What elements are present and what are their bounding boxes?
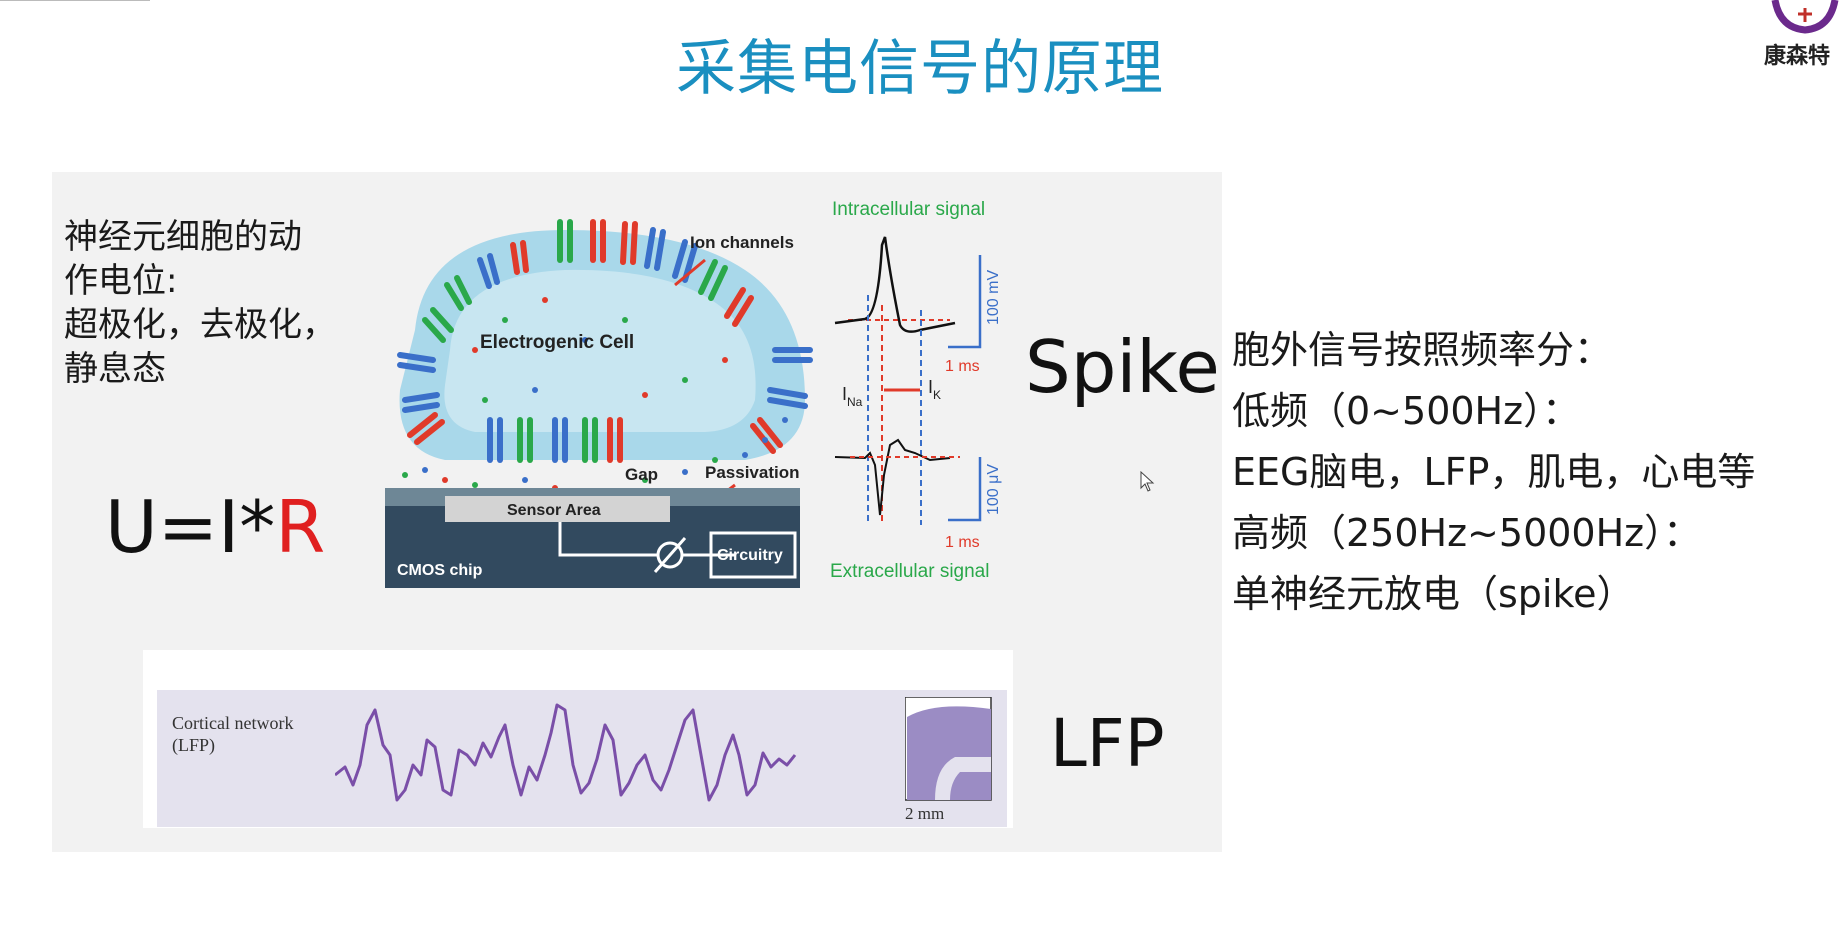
scale-top-time: 1 ms	[945, 358, 980, 375]
ina-label: INa	[842, 384, 863, 409]
text-line: 低频（0~500Hz）：	[1232, 389, 1581, 433]
extracellular-label: Extracellular signal	[830, 561, 989, 582]
ion-channels-sides	[397, 347, 813, 454]
ohms-law-formula: U=I*R	[105, 485, 325, 569]
heart-logo-icon	[1771, 0, 1839, 34]
ik-label: IK	[928, 377, 941, 402]
lfp-caption: Cortical network (LFP)	[172, 712, 293, 756]
scale-label-2mm: 2 mm	[905, 804, 945, 823]
top-edge-line	[0, 0, 150, 1]
scale-bottom-time: 1 ms	[945, 534, 980, 551]
mouse-cursor-icon	[1140, 471, 1155, 492]
circuitry-box	[709, 531, 797, 579]
electrogenic-cell-diagram: Ion channels Electrogenic Cell Gap Passi…	[385, 219, 813, 588]
cell-label: Electrogenic Cell	[480, 332, 634, 353]
ion-channels-bottom	[487, 417, 623, 463]
circuitry-label: Circuitry	[717, 547, 783, 564]
ion-channels-arrow	[674, 258, 706, 287]
spike-label: Spike	[1025, 325, 1220, 409]
lfp-label: LFP	[1050, 705, 1165, 782]
scale-bottom-voltage: 100 μV	[985, 464, 1002, 515]
gap-label: Gap	[625, 465, 658, 484]
text-line: 高频（250Hz~5000Hz）：	[1232, 511, 1702, 555]
slide-title: 采集电信号的原理	[676, 34, 1164, 104]
intracellular-trace	[834, 236, 956, 333]
cmos-label: CMOS chip	[397, 562, 483, 579]
text-line: 神经元细胞的动	[64, 217, 302, 257]
sensor-area-label: Sensor Area	[507, 502, 601, 519]
cortex-tissue	[907, 706, 991, 800]
cortex-image	[905, 697, 992, 801]
formula-main: U=I*	[105, 485, 276, 569]
signal-traces-diagram: Intracellular signal INa IK 100 mV 1 ms …	[830, 199, 1002, 582]
meter-needle	[653, 537, 687, 573]
formula-r: R	[275, 485, 326, 569]
text-line: EEG脑电，LFP，肌电，心电等	[1232, 450, 1756, 494]
lfp-panel-inner	[157, 690, 1007, 827]
scale-bar-bottom	[948, 457, 982, 522]
frequency-classification-text: 胞外信号按照频率分： 低频（0~500Hz）： EEG脑电，LFP，肌电，心电等…	[1232, 320, 1755, 625]
sensor-area	[445, 496, 670, 522]
text-line: 胞外信号按照频率分：	[1232, 328, 1613, 372]
lfp-caption-line: Cortical network	[172, 713, 294, 733]
lfp-waveform	[335, 703, 797, 802]
cell-interior	[444, 269, 756, 432]
scale-top-voltage: 100 mV	[985, 270, 1002, 325]
ion-channels-label: Ion channels	[690, 233, 794, 252]
text-line: 作电位:	[64, 261, 178, 301]
text-line: 单神经元放电（spike）	[1232, 572, 1635, 616]
logo-text: 康森特	[1763, 43, 1830, 69]
extracellular-trace	[834, 438, 951, 516]
passivation-label: Passivation	[705, 463, 800, 482]
cortex-white-matter	[935, 757, 991, 800]
ion-channels-top	[422, 219, 754, 343]
text-line: 超极化，去极化，	[64, 305, 336, 345]
scale-bar-top	[948, 255, 982, 349]
lfp-caption-line: (LFP)	[172, 735, 216, 755]
lfp-trace	[335, 703, 797, 802]
action-potential-text: 神经元细胞的动 作电位: 超极化，去极化， 静息态	[64, 215, 336, 391]
text-line: 静息态	[64, 349, 166, 389]
company-logo: 康森特	[1730, 0, 1840, 70]
intracellular-label: Intracellular signal	[832, 199, 985, 220]
